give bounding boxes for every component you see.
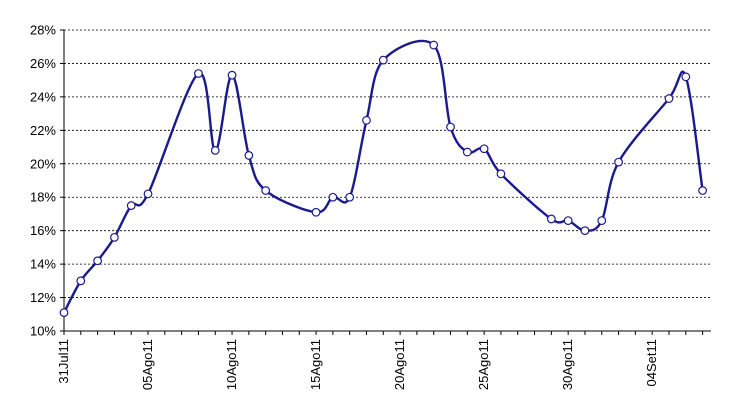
y-tick-label: 26% — [30, 56, 56, 71]
data-point — [76, 276, 86, 286]
data-point — [126, 201, 136, 210]
y-tick-label: 22% — [30, 123, 56, 138]
x-tick-label: 25Ago11 — [476, 339, 491, 390]
data-point — [362, 115, 371, 125]
data-point — [59, 308, 69, 318]
y-tick-label: 20% — [30, 156, 56, 171]
x-tick-label: 10Ago11 — [224, 339, 239, 390]
y-tick-label: 16% — [30, 223, 56, 238]
data-point — [210, 145, 220, 155]
data-point — [227, 70, 237, 80]
data-point — [261, 186, 271, 195]
data-point — [462, 147, 472, 157]
data-point — [244, 151, 254, 160]
data-point — [378, 55, 388, 65]
data-point — [194, 69, 203, 78]
x-tick-label: 15Ago11 — [308, 339, 323, 390]
data-point — [479, 144, 489, 154]
x-tick-label: 30Ago11 — [560, 339, 575, 390]
data-point — [546, 214, 556, 224]
data-point — [580, 226, 590, 236]
data-point — [143, 189, 153, 199]
y-tick-label: 18% — [30, 190, 56, 205]
data-point — [429, 40, 439, 50]
data-point — [563, 216, 573, 226]
x-tick-label: 31Jul11 — [56, 339, 71, 384]
x-tick-label: 05Ago11 — [140, 339, 155, 390]
data-point — [345, 192, 355, 202]
data-point — [328, 192, 338, 202]
data-point — [446, 122, 455, 132]
data-point — [698, 186, 707, 195]
data-point — [311, 207, 321, 217]
series-line — [62, 39, 704, 314]
y-tick-labels: 10% 12% 14% 16% 18% 20% 22% 24% 26% 28% — [30, 23, 56, 339]
data-point — [614, 157, 623, 167]
data-point — [597, 216, 607, 226]
x-tick-label: 20Ago11 — [392, 339, 407, 390]
data-point — [664, 94, 674, 103]
data-point — [496, 169, 506, 179]
y-tick-label: 24% — [30, 89, 56, 104]
y-tick-label: 12% — [30, 290, 56, 305]
y-tick-label: 28% — [30, 23, 56, 38]
y-tick-label: 10% — [30, 324, 56, 339]
data-point — [93, 256, 103, 266]
data-point — [110, 232, 119, 242]
x-tick-labels: 31Jul11 05Ago11 10Ago11 15Ago11 20Ago11 25Ago… — [56, 339, 659, 390]
y-tick-label: 14% — [30, 257, 56, 272]
x-tick-label: 04Set11 — [644, 339, 659, 386]
axes — [60, 29, 711, 335]
series — [59, 39, 707, 318]
data-point — [681, 72, 691, 82]
